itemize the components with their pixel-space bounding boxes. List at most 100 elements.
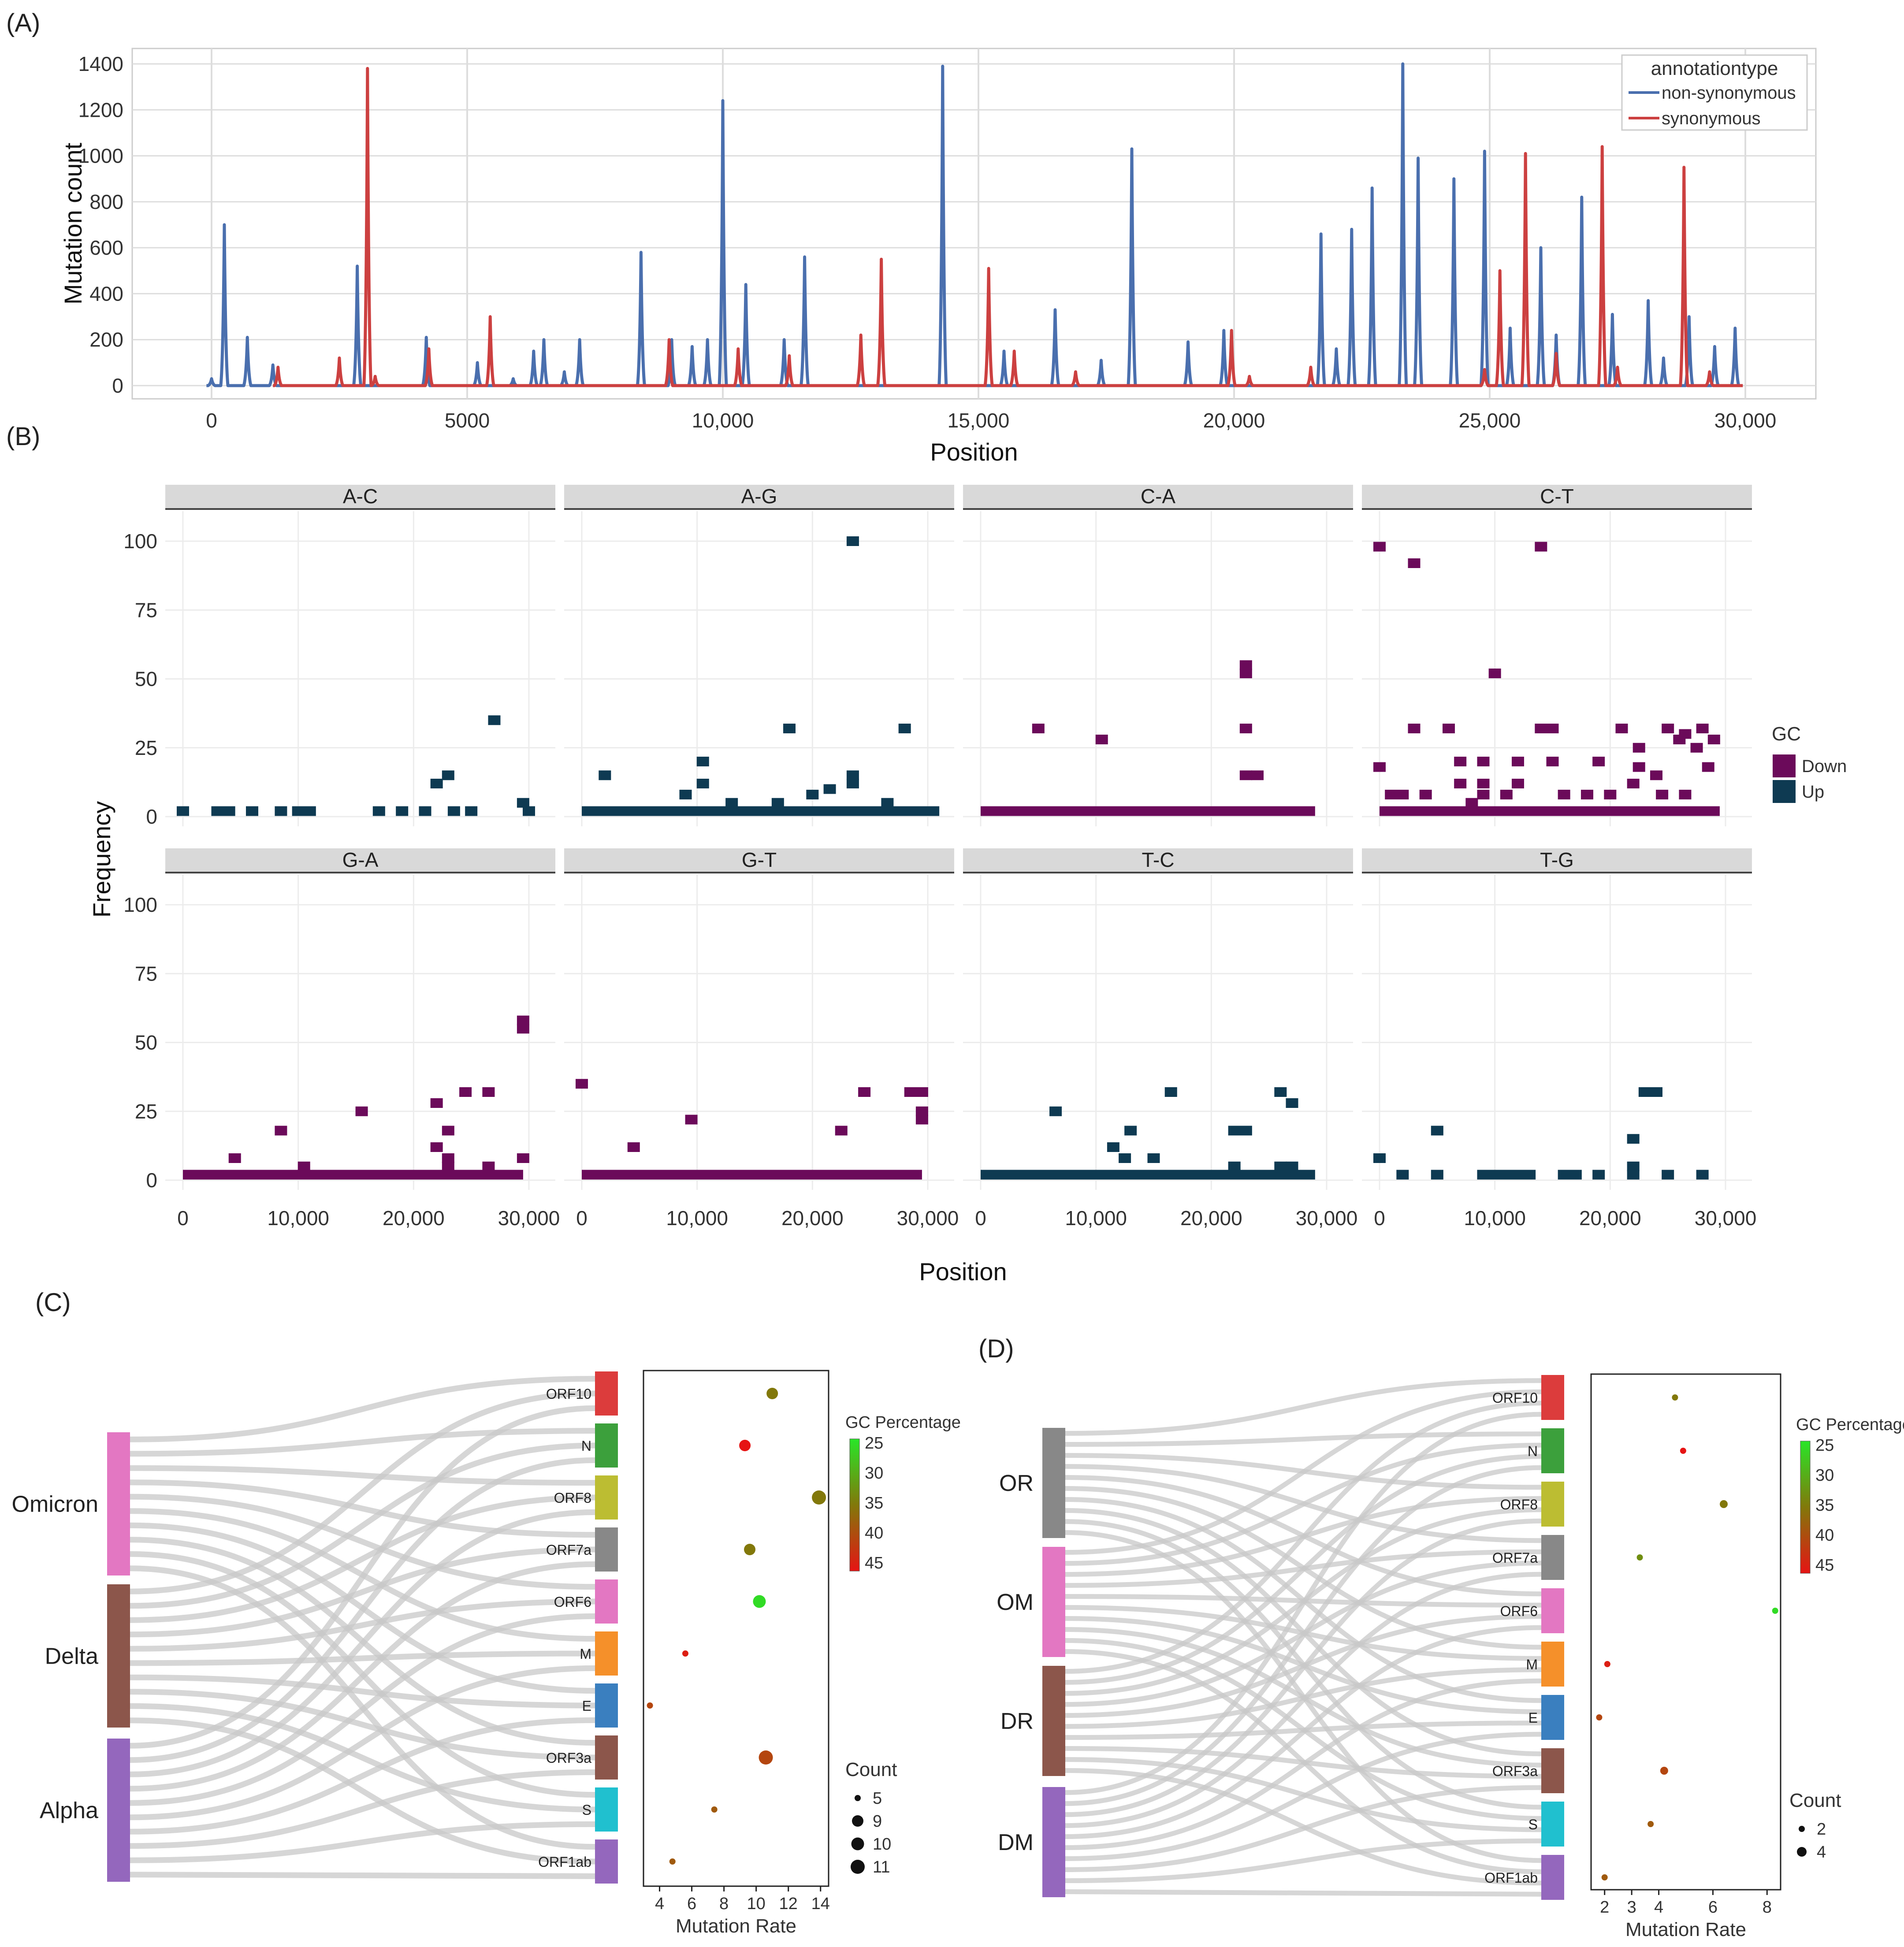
gene-label-ORF8: ORF8 — [554, 1490, 591, 1506]
facet-label-A-G: A-G — [741, 485, 777, 508]
facet-label-C-T: C-T — [1540, 485, 1574, 508]
tile-mark — [1627, 1170, 1640, 1180]
tile-mark — [1685, 806, 1697, 816]
tile-mark — [1431, 1126, 1443, 1136]
tile-mark — [430, 1098, 443, 1108]
gc-tick-label: 40 — [1815, 1526, 1834, 1545]
y-tick-label: 1000 — [78, 145, 123, 167]
tile-mark — [1147, 1153, 1160, 1163]
scatter-point-ORF3a — [1660, 1767, 1668, 1775]
sankey-flow — [130, 1494, 595, 1590]
tile-mark — [355, 1106, 368, 1116]
y-tick-label: 25 — [135, 1100, 157, 1123]
tile-mark — [1604, 790, 1617, 799]
tile-mark — [523, 806, 535, 816]
scatter-point-ORF6 — [1772, 1608, 1778, 1614]
tile-mark — [482, 1161, 495, 1171]
gene-label-ORF6: ORF6 — [554, 1594, 591, 1610]
tile-mark — [1500, 1170, 1513, 1180]
y-tick-label: 75 — [135, 598, 157, 621]
gene-node-E — [1541, 1695, 1564, 1740]
x-tick-label: 25,000 — [1459, 409, 1521, 432]
x-tick-label: 20,000 — [1180, 1207, 1242, 1230]
x-tick-label: 14 — [811, 1895, 830, 1913]
tile-mark — [685, 1115, 698, 1125]
tile-mark — [1101, 806, 1114, 816]
scatter-point-S — [711, 1806, 718, 1813]
gene-label-ORF6: ORF6 — [1500, 1603, 1538, 1619]
tile-mark — [1615, 724, 1628, 733]
tile-mark — [858, 1087, 871, 1097]
gene-label-ORF3a: ORF3a — [546, 1750, 591, 1766]
legend-entry: Down — [1802, 757, 1847, 776]
tile-mark — [1696, 724, 1709, 733]
tile-mark — [1124, 1126, 1137, 1136]
y-tick-label: 100 — [123, 893, 157, 916]
source-label-DM: DM — [998, 1830, 1034, 1855]
tile-mark — [442, 770, 454, 780]
tile-mark — [1569, 806, 1582, 816]
x-tick-label: 8 — [719, 1895, 729, 1913]
source-node-DM — [1042, 1787, 1065, 1897]
facet-strip — [564, 485, 954, 509]
sankey-flow — [130, 1717, 595, 1835]
gc-tick-label: 25 — [865, 1434, 883, 1453]
source-label-DR: DR — [1000, 1709, 1034, 1734]
facet-strip — [963, 485, 1353, 509]
tile-mark — [1633, 762, 1645, 772]
gene-node-E — [595, 1683, 618, 1728]
sankey-flow — [1065, 1465, 1542, 1806]
tile-mark — [211, 806, 224, 816]
gene-node-N — [595, 1423, 618, 1468]
gc-tick-label: 30 — [1815, 1466, 1834, 1485]
x-tick-label: 30,000 — [897, 1207, 959, 1230]
tile-mark — [1702, 762, 1714, 772]
sankey-flow — [130, 1674, 595, 1709]
tile-mark — [881, 798, 894, 808]
x-tick-label: 30,000 — [1695, 1207, 1757, 1230]
panel-label-a: (A) — [6, 9, 40, 37]
source-label-Omicron: Omicron — [12, 1492, 98, 1517]
facet-plot-area — [1362, 511, 1752, 826]
tile-mark — [1396, 790, 1409, 799]
tile-mark — [1500, 790, 1513, 799]
sankey-flow — [130, 1717, 595, 1865]
gene-label-E: E — [1528, 1710, 1538, 1726]
panel-label-b: (B) — [6, 422, 40, 451]
facet-strip — [165, 848, 555, 873]
scatter-point-ORF10 — [1672, 1394, 1678, 1401]
tile-mark — [1638, 806, 1651, 816]
tile-mark — [1373, 762, 1386, 772]
y-tick-label: 0 — [146, 1169, 157, 1192]
gc-colorbar — [849, 1438, 860, 1572]
sankey-flows — [1065, 1378, 1542, 1897]
tile-mark — [846, 779, 859, 788]
gene-node-ORF3a — [595, 1735, 618, 1780]
series-line-synonymous — [273, 67, 1743, 387]
x-tick-label: 15,000 — [948, 409, 1010, 432]
tile-mark — [1454, 757, 1467, 766]
sankey-flow — [130, 1561, 595, 1792]
tile-mark — [1049, 1106, 1062, 1116]
plot-area — [131, 48, 1817, 400]
mutation-count-line-chart: 0 200 400 600 800 1000 1200 1400 0 5000 10,000 15,0… — [59, 48, 1817, 466]
sankey-flows — [130, 1376, 595, 1879]
tile-mark — [1477, 1170, 1490, 1180]
baseline-band — [981, 1170, 1315, 1180]
sankey-flow — [130, 1703, 595, 1813]
x-tick-label: 20,000 — [1579, 1207, 1641, 1230]
scatter-point-S — [1647, 1821, 1654, 1827]
source-node-OM — [1042, 1547, 1065, 1657]
tile-mark — [1164, 1087, 1177, 1097]
facet-label-G-A: G-A — [342, 848, 379, 871]
tile-mark — [1523, 1170, 1536, 1180]
size-legend-dot — [855, 1795, 861, 1801]
tile-mark — [1558, 1170, 1570, 1180]
x-tick-label: 2 — [1600, 1898, 1609, 1917]
tile-mark — [447, 806, 460, 816]
tile-mark — [1650, 770, 1662, 780]
tile-mark — [1662, 1170, 1674, 1180]
x-tick-label: 10,000 — [666, 1207, 728, 1230]
legend-entry: synonymous — [1662, 109, 1761, 128]
tile-mark — [679, 790, 692, 799]
